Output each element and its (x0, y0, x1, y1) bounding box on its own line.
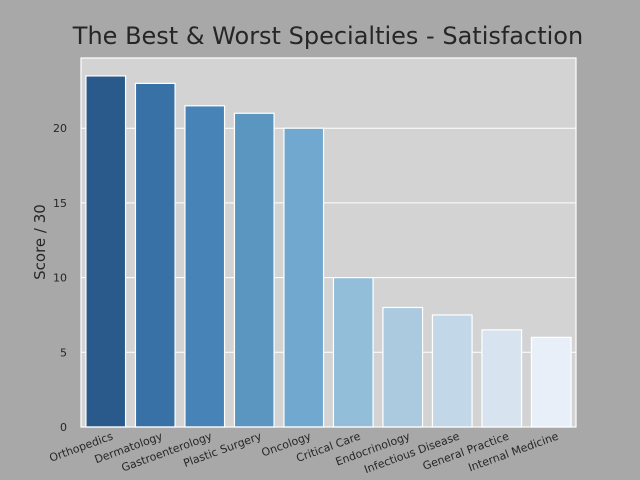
bar (382, 306, 424, 428)
bar (283, 127, 325, 428)
y-tick-label: 0 (60, 421, 67, 434)
bar (233, 112, 275, 428)
x-tick-labels: OrthopedicsDermatologyGastroenterologyPl… (48, 429, 561, 476)
bar (134, 82, 176, 428)
bar (332, 277, 374, 428)
bar (85, 75, 127, 428)
y-tick-label: 10 (53, 272, 67, 285)
plot-border (80, 57, 577, 428)
y-tick-labels: 0 5 10 15 20 (53, 122, 67, 434)
bar (481, 329, 523, 428)
bars (85, 75, 572, 428)
y-tick-label: 15 (53, 197, 67, 210)
y-tick-label: 20 (53, 122, 67, 135)
y-axis-label: Score / 30 (31, 204, 49, 280)
bar (530, 336, 572, 428)
bar (431, 314, 473, 428)
bar (184, 105, 226, 428)
y-tick-label: 5 (60, 346, 67, 359)
chart-title: The Best & Worst Specialties - Satisfact… (72, 22, 583, 50)
